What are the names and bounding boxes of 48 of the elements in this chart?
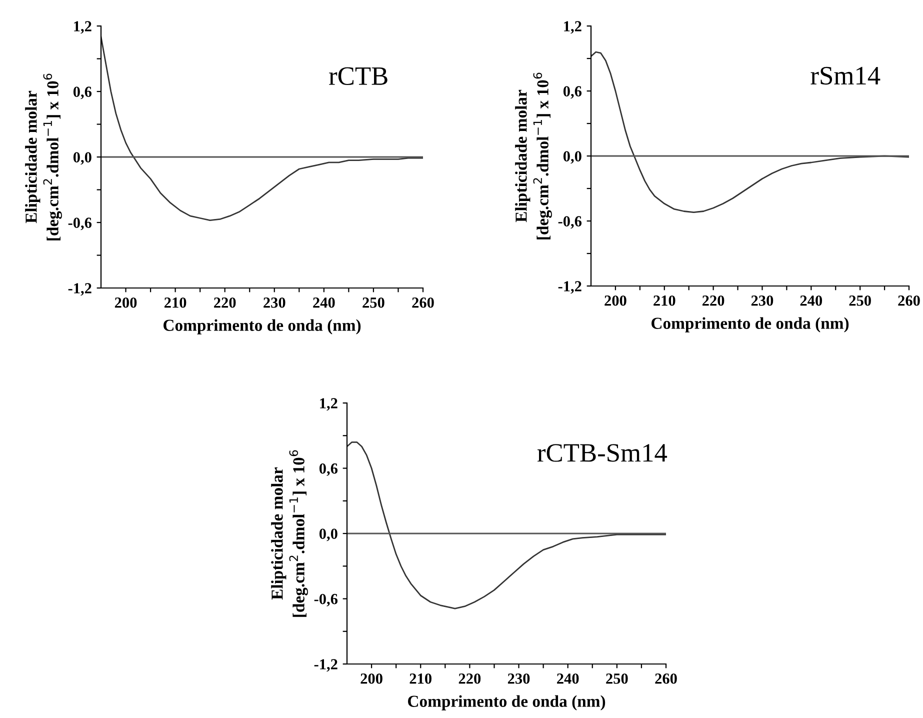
- x-tick-label: 240: [557, 673, 579, 684]
- y-tick-label: 1,2: [320, 398, 338, 411]
- x-tick-label: 250: [606, 673, 628, 684]
- y-tick-label: 0,6: [319, 463, 338, 476]
- x-tick-label: 200: [604, 295, 626, 306]
- x-tick-label: 220: [214, 297, 236, 308]
- y-tick-label: -0,6: [68, 218, 92, 230]
- x-tick-label: 260: [898, 295, 920, 306]
- line-series: [347, 441, 666, 610]
- x-tick-label: 210: [164, 297, 186, 308]
- y-tick-label: -0,6: [558, 216, 582, 229]
- x-tick-label: 250: [362, 297, 384, 308]
- x-axis-title: Comprimento de onda (nm): [164, 319, 361, 334]
- y-axis-title: Elipticidade molar [deg.cm$^{2}$.dmol$^{−1}$] x 10$^{6}$: [271, 450, 308, 617]
- text: rCTB-Sm14: [537, 444, 668, 462]
- y-tick-label: -0,6: [314, 594, 338, 606]
- text: rCTB: [329, 67, 388, 86]
- x-tick-label: 260: [655, 673, 677, 684]
- y-tick-label: 0,0: [73, 152, 92, 165]
- x-tick-label: 250: [849, 295, 871, 306]
- line-series: [591, 51, 909, 214]
- text: rSm14: [810, 66, 880, 85]
- x-tick-label: 210: [654, 295, 676, 306]
- x-tick-label: 200: [360, 673, 382, 684]
- x-tick-label: 210: [410, 673, 432, 684]
- y-axis-title: Elipticidade molar [deg.cm$^{2}$.dmol$^{−1}$] x 10$^{6}$: [515, 72, 552, 240]
- x-axis-title: Comprimento de onda (nm): [408, 695, 606, 710]
- y-tick-label: -1,2: [314, 659, 338, 672]
- y-axis-title: Elipticidade molar [deg.cm$^{2}$.dmol$^{−1}$] x 10$^{6}$: [25, 74, 62, 240]
- x-tick-label: 240: [313, 297, 335, 308]
- y-tick-label: 1,2: [564, 21, 582, 34]
- x-tick-label: 230: [751, 295, 774, 306]
- y-tick-label: 0,6: [73, 86, 92, 100]
- y-tick-label: -1,2: [558, 281, 582, 294]
- x-tick-label: 230: [508, 673, 530, 684]
- y-tick-label: 1,2: [74, 21, 92, 34]
- y-tick-label: 0,0: [563, 151, 582, 164]
- y-tick-label: 0,0: [319, 528, 338, 542]
- x-tick-label: 220: [458, 673, 481, 684]
- x-axis-title: Comprimento de onda (nm): [652, 317, 849, 332]
- x-tick-label: 220: [702, 295, 724, 306]
- y-tick-label: 0,6: [563, 86, 582, 99]
- x-tick-label: 260: [412, 297, 434, 308]
- y-tick-label: -1,2: [68, 283, 92, 296]
- line-series: [101, 36, 423, 222]
- x-tick-label: 230: [264, 297, 286, 308]
- x-tick-label: 240: [800, 295, 822, 306]
- x-tick-label: 200: [114, 297, 137, 308]
